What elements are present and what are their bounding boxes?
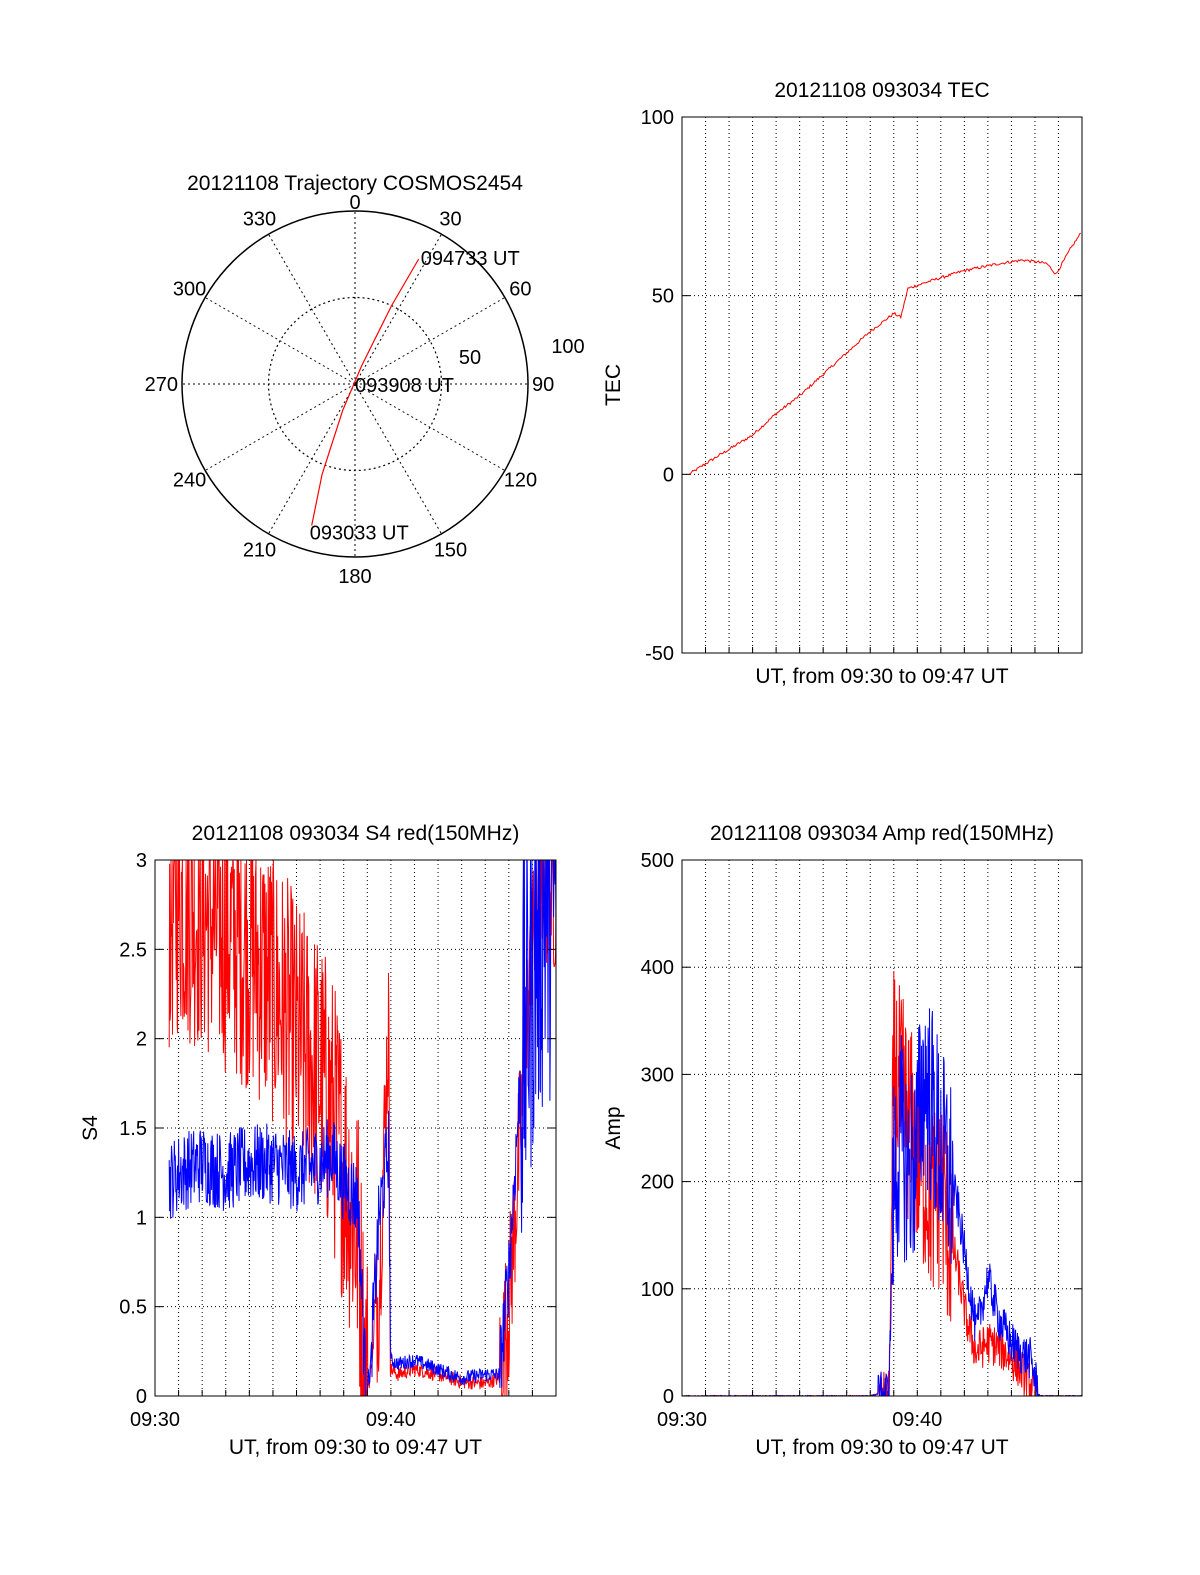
polar-angle-label: 300 (173, 279, 206, 301)
y-tick-label: 500 (641, 850, 674, 872)
y-tick-label: 0 (136, 1386, 147, 1408)
data-series-line-1 (681, 971, 1083, 1397)
x-tick-label: 09:40 (892, 1409, 942, 1431)
plot-frame (681, 116, 1083, 654)
y-tick-label: 200 (641, 1172, 674, 1194)
x-tick-label: 09:30 (657, 1409, 707, 1431)
y-tick-label: 1.5 (119, 1118, 147, 1140)
polar-angle-label: 330 (243, 209, 276, 231)
polar-angle-label: 60 (509, 279, 531, 301)
chart-title: 20121108 Trajectory COSMOS2454 (187, 172, 523, 195)
plot-frame (681, 859, 1083, 1397)
chart-title: 20121108 093034 TEC (774, 79, 989, 102)
y-tick-label: 400 (641, 957, 674, 979)
polar-radius-label: 100 (551, 336, 584, 358)
y-axis-label: TEC (602, 364, 625, 406)
polar-angle-label: 240 (173, 470, 206, 492)
polar-angle-label: 270 (145, 374, 178, 396)
x-tick-label: 09:30 (130, 1409, 180, 1431)
polar-spoke (354, 297, 506, 385)
trajectory-line (311, 258, 420, 526)
trajectory-polar-chart: 0 30 60 90 120 150 180 210 240 270 300 330 50 100 0947… (145, 172, 585, 588)
y-tick-label: 2 (136, 1029, 147, 1051)
y-tick-label: 50 (652, 286, 674, 308)
x-axis-label: UT, from 09:30 to 09:47 UT (755, 1436, 1008, 1459)
polar-angle-label: 30 (439, 209, 461, 231)
trajectory-annotation: 094733 UT (421, 248, 520, 270)
y-tick-label: 0 (663, 1386, 674, 1408)
polar-angle-label: 180 (338, 566, 371, 588)
x-axis-label: UT, from 09:30 to 09:47 UT (229, 1436, 482, 1459)
data-series-line-2 (168, 859, 557, 1397)
tec-line-chart: -50 0 50 100 20121108 093034 TEC UT, from 09:… (602, 79, 1083, 688)
trajectory-annotation: 093908 UT (355, 375, 454, 397)
data-series-line-2 (682, 1008, 1083, 1397)
chart-title: 20121108 093034 S4 red(150MHz) (192, 822, 520, 845)
trajectory-annotation: 093033 UT (310, 523, 409, 545)
y-axis-label: Amp (602, 1106, 625, 1149)
y-tick-label: 100 (641, 1279, 674, 1301)
x-tick-label: 09:40 (366, 1409, 416, 1431)
polar-angle-label: 150 (434, 539, 467, 561)
x-axis-label: UT, from 09:30 to 09:47 UT (755, 665, 1008, 688)
y-tick-label: 0 (663, 464, 674, 486)
y-tick-label: 2.5 (119, 939, 147, 961)
amp-line-chart: 0 100 200 300 400 500 09:30 09:40 20121108 09303… (602, 822, 1083, 1459)
y-tick-label: 3 (136, 850, 147, 872)
data-series-line-1 (689, 232, 1082, 475)
y-axis-label: S4 (79, 1115, 102, 1141)
polar-angle-label: 0 (349, 192, 360, 214)
s4-line-chart: 0 0.5 1 1.5 2 2.5 3 09:30 09:40 20121108 093034 S… (79, 822, 557, 1459)
polar-angle-label: 210 (243, 539, 276, 561)
polar-angle-label: 120 (504, 470, 537, 492)
y-tick-label: 0.5 (119, 1297, 147, 1319)
polar-radius-label: 50 (459, 347, 481, 369)
chart-title: 20121108 093034 Amp red(150MHz) (710, 822, 1054, 845)
polar-angle-label: 90 (532, 374, 554, 396)
polar-ring-outer (181, 210, 529, 558)
y-tick-label: 1 (136, 1207, 147, 1229)
y-tick-label: 300 (641, 1064, 674, 1086)
y-tick-label: 100 (641, 107, 674, 129)
y-tick-label: -50 (645, 643, 674, 665)
polar-spoke (354, 233, 442, 385)
polar-ring-inner (267, 296, 443, 472)
